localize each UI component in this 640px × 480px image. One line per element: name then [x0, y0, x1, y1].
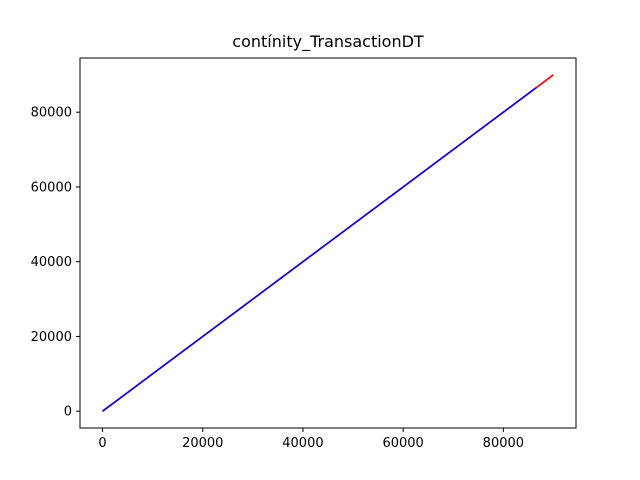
- y-tick-label: 80000: [31, 106, 72, 121]
- x-tick-label: 0: [98, 436, 106, 451]
- x-tick-label: 80000: [483, 436, 524, 451]
- plot-area-frame: [79, 57, 577, 429]
- y-tick-label: 60000: [31, 180, 72, 195]
- series-layer: [102, 74, 554, 412]
- y-tick-label: 0: [64, 405, 72, 420]
- x-tick-label: 20000: [182, 436, 223, 451]
- y-tick-label: 20000: [31, 330, 72, 345]
- x-tick-label: 40000: [282, 436, 323, 451]
- series-line-1: [102, 86, 537, 412]
- ticks-layer: 0 20000 40000 60000 80000 0 20000 40000 60000 800…: [31, 106, 524, 451]
- y-tick-label: 40000: [31, 255, 72, 270]
- x-tick-label: 60000: [382, 436, 423, 451]
- chart-title: contínity_TransactionDT: [232, 32, 424, 51]
